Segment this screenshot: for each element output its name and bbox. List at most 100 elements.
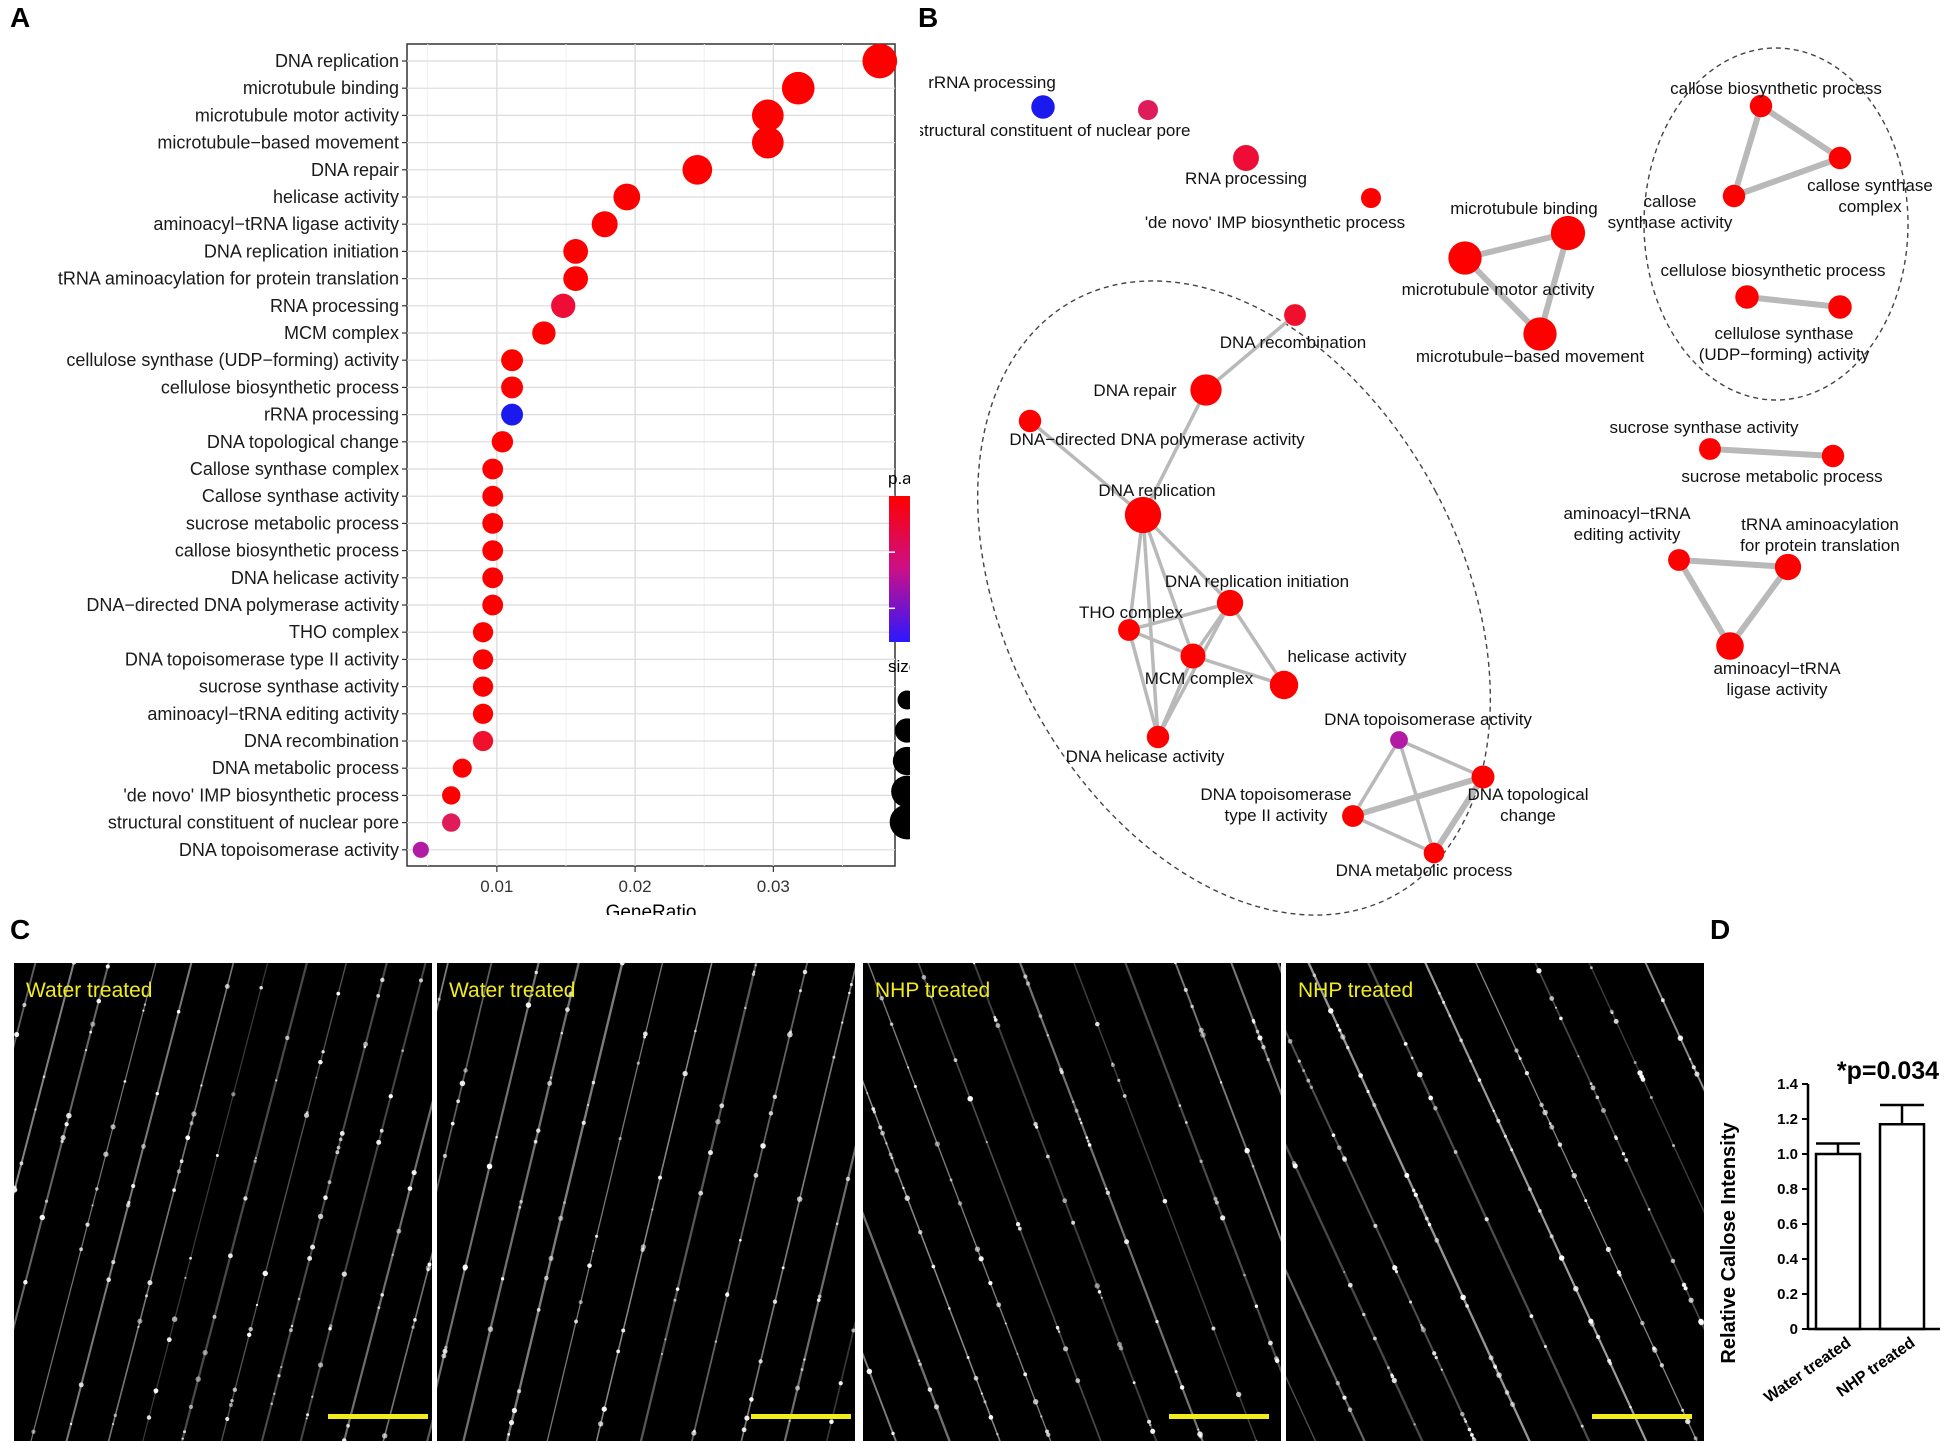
- callose-spot: [1122, 1094, 1127, 1098]
- callose-spot: [574, 1319, 579, 1324]
- callose-spot: [336, 991, 341, 996]
- callose-spot: [1268, 1340, 1273, 1346]
- network-node-label: DNA recombination: [1220, 333, 1366, 352]
- callose-spot: [1610, 1011, 1614, 1015]
- network-edges: [1028, 103, 1843, 856]
- callose-spot: [1243, 1273, 1246, 1277]
- network-node-label: aminoacyl−tRNA ligase activity: [1713, 659, 1841, 699]
- callose-spot: [907, 1066, 910, 1069]
- callose-spot: [1417, 1071, 1423, 1078]
- bar: [1814, 1152, 1862, 1331]
- callose-spot: [927, 1387, 933, 1392]
- callose-spot: [1616, 1270, 1621, 1275]
- callose-spot: [1032, 1399, 1039, 1405]
- callose-spot: [508, 1419, 515, 1426]
- term-label: tRNA aminoacylation for protein translat…: [58, 269, 399, 289]
- callose-spot: [1529, 1314, 1534, 1318]
- callose-spot: [517, 1389, 522, 1394]
- network-node: [1342, 805, 1364, 827]
- callose-spot: [586, 1103, 590, 1107]
- term-label: cellulose biosynthetic process: [161, 377, 399, 397]
- panel-label-c: C: [10, 914, 31, 945]
- cell-wall-line: [30, 963, 157, 1441]
- cell-wall-line: [1703, 963, 1704, 964]
- callose-spot: [851, 1328, 855, 1333]
- callose-spot: [486, 1163, 493, 1170]
- callose-spot: [1094, 1283, 1100, 1289]
- callose-spot: [1150, 1428, 1156, 1434]
- callose-spot: [1023, 1372, 1028, 1377]
- callose-spot: [1147, 1419, 1152, 1424]
- callose-spot: [1183, 987, 1188, 993]
- cell-wall-line: [825, 1320, 855, 1441]
- term-label: Callose synthase complex: [190, 459, 399, 479]
- callose-spot: [280, 1365, 283, 1369]
- callose-spot: [176, 1010, 181, 1014]
- callose-spot: [172, 1188, 176, 1192]
- callose-spot: [675, 1287, 680, 1291]
- callose-spot: [1459, 1038, 1463, 1043]
- callose-spot: [781, 1266, 785, 1270]
- callose-spot: [1198, 1027, 1204, 1033]
- callose-spot: [1549, 1234, 1554, 1239]
- callose-spot: [262, 1270, 268, 1277]
- callose-spot: [949, 1178, 953, 1182]
- callose-spot: [335, 1150, 340, 1155]
- callose-spot: [544, 1275, 549, 1281]
- panel-label-b: B: [918, 2, 939, 33]
- callose-spot: [1420, 1323, 1423, 1327]
- callose-spot: [835, 1222, 839, 1226]
- plot-a-background: [406, 43, 896, 867]
- callose-spot: [1219, 1081, 1223, 1084]
- callose-spot: [772, 1299, 778, 1304]
- callose-spot: [1453, 1150, 1458, 1154]
- panel-b-enrichment-network: rRNA processing structural constituent of…: [920, 47, 1933, 916]
- callose-spot: [800, 1368, 804, 1372]
- dot-point: [501, 403, 524, 426]
- panel-label-d: D: [1710, 914, 1731, 945]
- micrograph-nhp-2: NHP treated: [1286, 963, 1704, 1441]
- term-label: DNA replication: [275, 51, 399, 71]
- callose-spot: [1255, 1029, 1260, 1034]
- callose-spot: [507, 1433, 511, 1436]
- callose-spot: [1539, 1102, 1544, 1108]
- micrograph-nhp-1: NHP treated: [863, 963, 1281, 1441]
- callose-spot: [317, 1362, 324, 1368]
- callose-spot: [802, 969, 808, 975]
- callose-spot: [1340, 1034, 1346, 1040]
- callose-spot: [388, 1094, 393, 1099]
- term-label: microtubule−based movement: [157, 133, 399, 153]
- callose-spot: [619, 963, 625, 966]
- scale-bar: [1592, 1414, 1692, 1419]
- callose-spot: [363, 1041, 369, 1047]
- callose-spot: [1148, 1423, 1152, 1427]
- network-node-label: callose synthase complex: [1807, 176, 1933, 216]
- callose-spot: [953, 1058, 958, 1062]
- size-legend-dot: [889, 804, 910, 840]
- callose-spot: [14, 1187, 18, 1193]
- network-edge: [1156, 601, 1232, 739]
- cell-wall-line: [1534, 963, 1704, 1331]
- callose-spot: [437, 997, 441, 1001]
- dot-point: [591, 211, 618, 238]
- dot-point: [613, 183, 641, 211]
- callose-spot: [69, 1422, 73, 1426]
- callose-spot: [1394, 1270, 1399, 1274]
- cell-wall-line: [1424, 963, 1648, 1441]
- callose-spot: [34, 1108, 37, 1111]
- callose-spot: [327, 1180, 332, 1185]
- micrograph-water-2: Water treated: [437, 963, 855, 1441]
- network-node-label: DNA replication: [1098, 481, 1215, 500]
- plot-a-points: [412, 43, 898, 858]
- term-label: microtubule motor activity: [195, 105, 399, 125]
- callose-spot: [142, 1009, 145, 1012]
- network-node-label: DNA repair: [1093, 381, 1176, 400]
- callose-spot: [983, 1400, 987, 1404]
- callose-spot: [1118, 1345, 1124, 1351]
- callose-spot: [1124, 1239, 1130, 1245]
- size-legend: size 1020304050: [888, 657, 910, 840]
- callose-spot: [1251, 1018, 1255, 1023]
- callose-spot: [1633, 1060, 1637, 1065]
- callose-spot: [123, 1080, 127, 1083]
